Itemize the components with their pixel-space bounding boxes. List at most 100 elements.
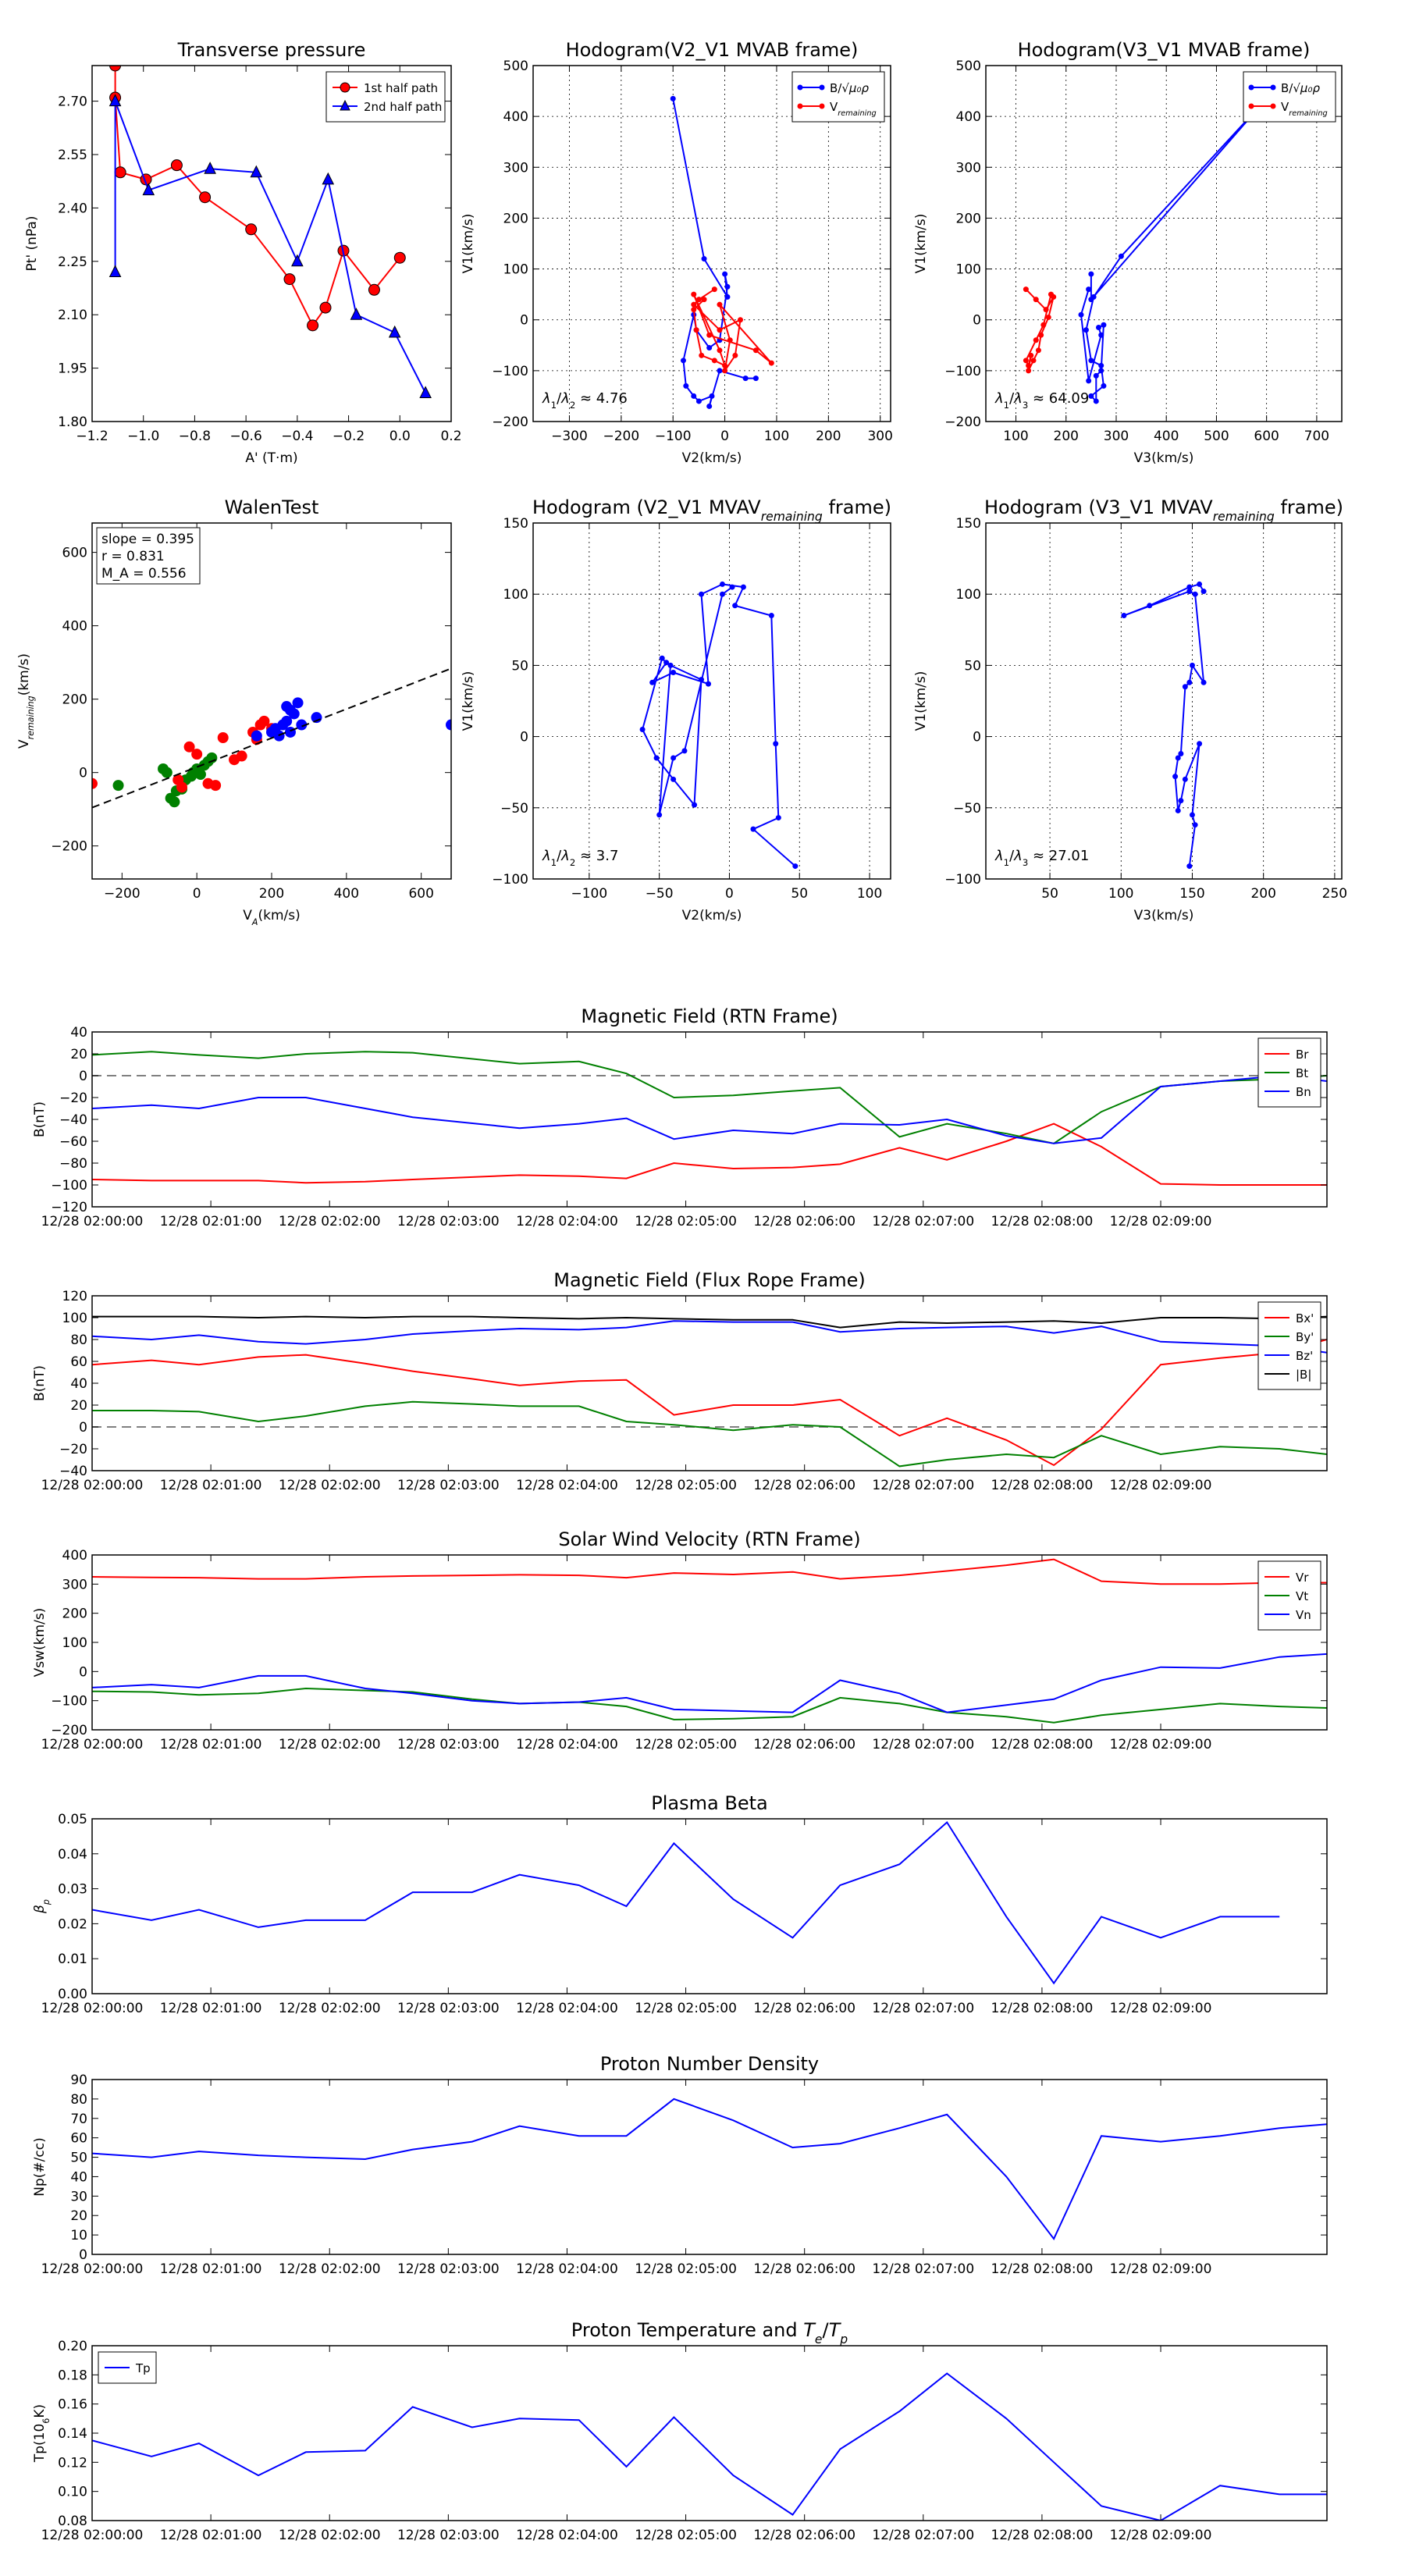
y-tick-label: −20 [59,1091,87,1106]
solar-wind-velocity: −200 −100 0 100 200 300 400 12/28 02:00:00 12/28… [32,1528,1328,1752]
stats-box: slope = 0.395 r = 0.831 M_A = 0.556 [96,527,201,585]
series-line-tp [92,2372,1327,2521]
series-line-bz [92,1320,1327,1354]
x-tick-label: 0 [725,886,734,902]
y-tick-label: 20 [70,1047,87,1062]
x-tick-label: −100 [571,886,607,902]
x-tick-label: 12/28 02:07:00 [872,1214,974,1229]
y-tick-label: 400 [62,1548,87,1564]
y-axis-label-group: Vsw(km/s) [32,1608,48,1678]
x-tick-label: 250 [1322,886,1347,902]
x-tick-label: 12/28 02:07:00 [872,1478,974,1493]
hodogram-point [653,755,660,761]
x-tick-label: 12/28 02:01:00 [160,1214,262,1229]
hodogram-point [683,382,689,389]
legend: B/√μ₀ρ Vremaining [791,71,885,123]
series-line-bx [92,1339,1327,1467]
x-axis-label: A' (T·m) [245,450,297,466]
hodogram-point [727,337,733,343]
y-tick-label: 0.08 [58,2514,87,2529]
chart-title: Plasma Beta [651,1792,767,1814]
x-axis-label: V3(km/s) [1134,908,1194,923]
x-tick-label: 12/28 02:08:00 [991,1214,1094,1229]
x-tick-label: 12/28 02:02:00 [279,2001,381,2016]
hodogram-point [1192,591,1198,597]
hodogram-v3v1-mvav: −100 −50 0 50 100 150 50 100 150 200 250 Hodogram (… [913,496,1347,923]
x-tick-label: 50 [1041,886,1058,902]
y-tick-label: 1.95 [58,361,87,377]
walen-point-blue [446,719,451,731]
walen-test-plot-area [92,667,451,809]
x-tick-label: 12/28 02:09:00 [1110,2528,1212,2543]
hodogram-point [742,375,749,382]
x-tick-label: 12/28 02:02:00 [279,2261,381,2277]
data-point [108,265,122,277]
proton-temperature-plot-area [92,2372,1327,2521]
x-tick-label: 300 [1104,429,1129,444]
y-tick-label: 2.40 [58,201,87,216]
x-tick-label: 12/28 02:03:00 [397,2528,500,2543]
data-point [250,165,263,178]
hodogram-point [1040,322,1047,328]
y-tick-label: −100 [492,872,528,888]
data-point [319,301,332,314]
y-tick-label: 100 [503,262,528,278]
y-tick-label: 600 [62,546,87,561]
y-tick-label: 0.00 [58,1987,87,2002]
hodogram-point [1189,812,1195,818]
hodogram-v2v1-mvav-plot-area [533,523,891,879]
series-line-bn [92,1074,1327,1144]
y-tick-label: 200 [62,1606,87,1622]
hodogram-point [1182,776,1188,782]
y-tick-label: 60 [70,1354,87,1370]
x-tick-label: 200 [816,429,841,444]
plot-frame [91,1031,1328,1208]
hodogram-point [717,301,723,308]
legend-marker [819,103,825,109]
data-point [142,183,155,196]
chart-title: Magnetic Field (RTN Frame) [581,1005,838,1027]
ratio-annotation: λ1/λ3 ≈ 27.01 [994,848,1089,868]
hodogram-point [1175,755,1181,761]
x-tick-label: 200 [259,886,284,902]
x-tick-label: −1.0 [127,429,159,444]
y-axis-label: B(nT) [32,1365,48,1401]
magnetic-field-flux-rope: −40 −20 0 20 40 60 80 100 120 12/28 02:00:00 12/28… [32,1269,1328,1493]
y-tick-label: 0 [79,766,87,781]
y-tick-label: 50 [511,658,528,674]
legend-label: Br [1296,1048,1309,1062]
legend-label: 1st half path [364,81,438,95]
legend-marker [1270,84,1276,91]
y-tick-label: 100 [62,1311,87,1326]
legend-box [1257,1301,1321,1390]
y-tick-label: 0.16 [58,2397,87,2413]
x-tick-label: 12/28 02:07:00 [872,2001,974,2016]
x-tick-label: 12/28 02:09:00 [1110,2001,1212,2016]
plot-frame [91,65,452,422]
data-point [170,159,183,172]
y-tick-label: 0.20 [58,2339,87,2354]
y-axis-label-group: βp [32,1899,52,1914]
data-point [199,191,212,204]
legend-label: 2nd half path [364,100,442,114]
hodogram-v3v1-mvav-plot-area [986,523,1342,879]
hodogram-point [1098,362,1104,368]
walen-point-red [236,750,247,762]
magnetic-field-rtn: −120 −100 −80 −60 −40 −20 0 20 40 12/28 02:00:00 1… [32,1005,1328,1229]
hodogram-point [1078,311,1084,318]
y-tick-label: 0.01 [58,1952,87,1967]
hodogram-point [1030,358,1037,364]
hodogram-point [656,812,663,818]
x-tick-label: 12/28 02:04:00 [516,2001,618,2016]
y-tick-label: 0.18 [58,2368,87,2383]
hodogram-point [719,591,725,597]
hodogram-point [1088,358,1094,364]
x-tick-label: 12/28 02:08:00 [991,2528,1094,2543]
y-tick-label: −200 [492,415,528,430]
walen-point-red [176,781,187,793]
hodogram-point [1023,286,1029,293]
hodogram-point [752,347,759,354]
hodogram-point [701,256,707,262]
hodogram-point [1101,382,1107,389]
x-tick-label: 100 [857,886,882,902]
